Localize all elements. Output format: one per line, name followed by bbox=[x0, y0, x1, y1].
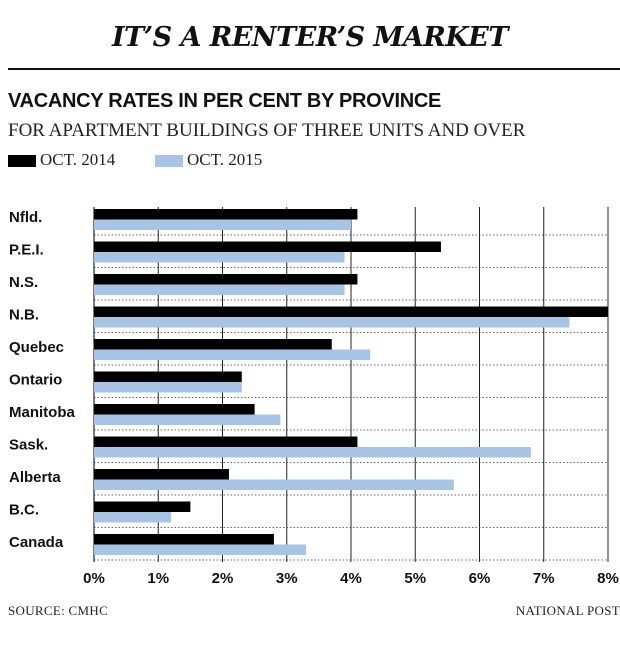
chart-subtitle: FOR APARTMENT BUILDINGS OF THREE UNITS A… bbox=[8, 120, 526, 141]
source-note: SOURCE: CMHC bbox=[8, 603, 109, 618]
category-label: Canada bbox=[9, 534, 64, 551]
x-tick-label: 5% bbox=[404, 570, 426, 587]
header-rule bbox=[8, 68, 620, 70]
category-label: Sask. bbox=[9, 437, 48, 454]
bar-oct-2014 bbox=[94, 209, 358, 220]
x-tick-label: 3% bbox=[276, 570, 298, 587]
x-tick-label: 7% bbox=[533, 570, 555, 587]
bar-oct-2015 bbox=[94, 252, 345, 263]
x-tick-label: 1% bbox=[147, 570, 169, 587]
bar-oct-2014 bbox=[94, 306, 608, 317]
bar-oct-2014 bbox=[94, 404, 255, 415]
bar-oct-2015 bbox=[94, 219, 351, 230]
bar-oct-2015 bbox=[94, 544, 307, 555]
bar-oct-2014 bbox=[94, 241, 441, 252]
category-label: N.S. bbox=[9, 274, 38, 291]
category-label: Alberta bbox=[9, 469, 61, 486]
bar-oct-2014 bbox=[94, 371, 242, 382]
bar-oct-2014 bbox=[94, 534, 274, 545]
chart-title: VACANCY RATES IN PER CENT BY PROVINCE bbox=[8, 90, 442, 112]
x-tick-label: 4% bbox=[340, 570, 362, 587]
x-tick-label: 8% bbox=[597, 570, 619, 587]
category-label: N.B. bbox=[9, 307, 39, 324]
bar-oct-2015 bbox=[94, 382, 242, 393]
bar-oct-2014 bbox=[94, 339, 332, 350]
bar-oct-2015 bbox=[94, 479, 454, 490]
kicker-headline: IT’S A RENTER’S MARKET bbox=[112, 22, 508, 53]
legend-label-2015: OCT. 2015 bbox=[187, 150, 263, 169]
bar-oct-2015 bbox=[94, 317, 570, 328]
bar-oct-2015 bbox=[94, 349, 371, 360]
category-label: Nfld. bbox=[9, 209, 42, 226]
x-tick-label: 2% bbox=[212, 570, 234, 587]
category-label: B.C. bbox=[9, 502, 39, 519]
category-label: P.E.I. bbox=[9, 242, 44, 259]
bar-oct-2014 bbox=[94, 436, 358, 447]
category-label: Manitoba bbox=[9, 404, 75, 421]
bar-oct-2014 bbox=[94, 469, 229, 480]
bar-oct-2015 bbox=[94, 512, 172, 523]
category-label: Quebec bbox=[9, 339, 64, 356]
category-label: Ontario bbox=[9, 372, 62, 389]
x-tick-label: 6% bbox=[469, 570, 491, 587]
bar-oct-2015 bbox=[94, 414, 281, 425]
bar-oct-2015 bbox=[94, 284, 345, 295]
legend-swatch-2015 bbox=[155, 155, 183, 167]
x-tick-label: 0% bbox=[83, 570, 105, 587]
legend-label-2014: OCT. 2014 bbox=[40, 150, 116, 169]
publisher-credit: NATIONAL POST bbox=[515, 603, 620, 618]
legend-swatch-2014 bbox=[8, 155, 36, 167]
bar-oct-2015 bbox=[94, 447, 531, 458]
bar-oct-2014 bbox=[94, 274, 358, 285]
bar-oct-2014 bbox=[94, 501, 191, 512]
